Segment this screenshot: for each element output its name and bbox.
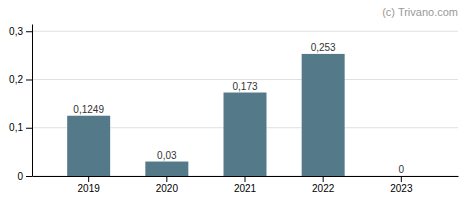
y-tick-label: 0,2: [9, 74, 23, 85]
x-tick: 2019: [78, 176, 101, 194]
grid-line: [32, 31, 458, 32]
bar: [67, 116, 110, 176]
x-tick-mark: [401, 176, 402, 182]
x-tick: 2021: [234, 176, 257, 194]
y-tick-mark: [26, 31, 32, 32]
y-tick-label: 0,1: [9, 122, 23, 133]
x-tick-label: 2020: [156, 183, 179, 194]
y-tick-label: 0,3: [9, 26, 23, 37]
plot-area: 0 0,1 0,2 0,3 2019 2020 2021 2022 2023 0,1249 0,03…: [9, 25, 458, 195]
x-tick-label: 2021: [234, 183, 257, 194]
data-label: 0,1249: [73, 104, 104, 115]
x-tick-mark: [166, 176, 167, 182]
data-labels: 0,1249 0,03 0,173 0,253 0: [73, 42, 404, 175]
data-label: 0: [399, 164, 405, 175]
grid: [32, 31, 458, 176]
y-tick: 0,2: [9, 74, 32, 85]
y-tick-mark: [26, 128, 32, 129]
bar: [302, 54, 345, 176]
data-label: 0,253: [311, 42, 336, 53]
x-axis: 2019 2020 2021 2022 2023: [33, 176, 459, 194]
y-tick-mark: [26, 176, 32, 177]
x-tick-label: 2023: [390, 183, 413, 194]
bar: [224, 93, 267, 176]
chart-container: 0 0,1 0,2 0,3 2019 2020 2021 2022 2023 0,1249 0,03…: [0, 0, 470, 200]
x-tick-label: 2022: [312, 183, 335, 194]
x-tick-mark: [88, 176, 89, 182]
x-tick-label: 2019: [78, 183, 101, 194]
x-tick-mark: [245, 176, 246, 182]
y-tick-mark: [26, 79, 32, 80]
y-tick: 0,3: [9, 26, 32, 37]
data-label: 0,03: [157, 150, 177, 161]
y-tick-label: 0: [17, 171, 23, 182]
y-axis-line: [32, 25, 33, 177]
x-tick: 2022: [312, 176, 335, 194]
y-axis: 0 0,1 0,2 0,3: [9, 25, 32, 182]
y-tick: 0,1: [9, 122, 32, 133]
x-tick-mark: [323, 176, 324, 182]
bar: [145, 162, 188, 176]
chart-svg: 0 0,1 0,2 0,3 2019 2020 2021 2022 2023 0,1249 0,03…: [0, 0, 470, 200]
data-label: 0,173: [232, 81, 257, 92]
x-tick: 2023: [390, 176, 413, 194]
x-tick: 2020: [156, 176, 179, 194]
annotation: (c) Trivano.com: [382, 6, 458, 18]
bars: [67, 54, 344, 176]
bar: [380, 176, 423, 177]
y-tick: 0: [17, 171, 32, 182]
